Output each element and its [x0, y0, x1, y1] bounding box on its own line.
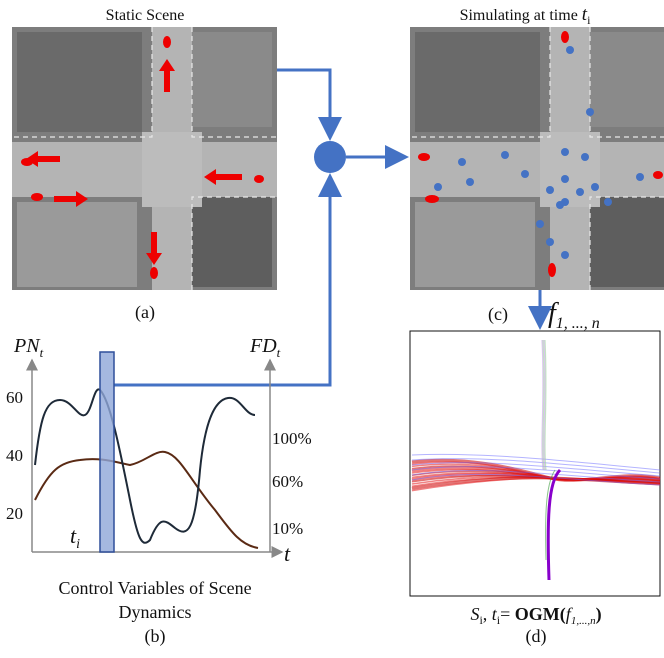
- occupancy-grid-map: [411, 339, 661, 581]
- output-features: f1, ..., n: [548, 298, 600, 332]
- arrow-head: [26, 151, 38, 167]
- simulated-agent: [636, 173, 644, 181]
- agent-source: [418, 153, 430, 161]
- left-tick: 40: [6, 446, 23, 465]
- arrow-head: [204, 169, 216, 185]
- panel-b-caption: Control Variables of Scene Dynamics: [58, 578, 252, 622]
- lane-marking: [12, 27, 277, 290]
- tree-area: [182, 32, 272, 127]
- fd-curve: [34, 450, 259, 549]
- parking-lot: [415, 32, 540, 132]
- trajectory: [543, 339, 546, 471]
- parking-lot: [17, 32, 142, 132]
- agent-source: [425, 195, 439, 203]
- static-scene-image: [12, 27, 277, 290]
- trajectory: [411, 462, 661, 477]
- trajectory: [541, 339, 544, 471]
- trajectory: [411, 466, 661, 480]
- arrow-head: [146, 253, 162, 265]
- trajectory: [546, 468, 562, 581]
- agent-source: [31, 193, 43, 201]
- right-tick: 60%: [272, 472, 303, 491]
- trajectory: [411, 458, 661, 474]
- ogm-formula: Si, ti= OGM(f1,...,n): [470, 604, 601, 627]
- simulated-agent: [536, 220, 544, 228]
- connector: [114, 173, 342, 387]
- panel-b-label: (b): [144, 626, 166, 646]
- right-axis-label: FDt: [249, 335, 281, 360]
- trajectory: [411, 453, 661, 471]
- trajectory: [542, 339, 545, 471]
- panel-a-title: Static Scene: [106, 7, 185, 24]
- left-tick: 20: [6, 504, 23, 523]
- agent-source: [561, 31, 569, 43]
- lane-marking: [410, 27, 664, 290]
- panel-c-label: (c): [488, 304, 508, 325]
- simulated-agent: [586, 108, 594, 116]
- simulated-agent: [561, 251, 569, 259]
- right-tick: 100%: [272, 429, 312, 448]
- right-tick: 10%: [272, 519, 303, 538]
- time-marker-label: ti: [70, 523, 80, 552]
- simulated-agent: [581, 153, 589, 161]
- simulated-agent: [546, 186, 554, 194]
- simulated-agent: [501, 151, 509, 159]
- intersection: [142, 132, 202, 207]
- simulated-agent: [466, 178, 474, 186]
- simulated-agent: [561, 198, 569, 206]
- connector: [277, 68, 342, 141]
- merge-node: [314, 141, 346, 173]
- simulated-agent: [604, 198, 612, 206]
- agent-source: [150, 267, 158, 279]
- left-axis-label: PNt: [13, 335, 44, 360]
- panel-d-label: (d): [526, 626, 547, 647]
- agent-source: [653, 171, 663, 179]
- intersection: [540, 132, 600, 207]
- agent-source: [548, 263, 556, 277]
- simulated-agent: [458, 158, 466, 166]
- simulated-agent: [576, 188, 584, 196]
- panel-c-title: Simulating at time ti: [460, 4, 592, 27]
- trajectory: [411, 473, 661, 486]
- panel-a-label: (a): [135, 302, 155, 323]
- trajectory: [544, 339, 547, 471]
- road: [410, 142, 664, 197]
- simulated-agent: [566, 46, 574, 54]
- trajectory: [411, 470, 661, 483]
- simulated-agent: [561, 175, 569, 183]
- simulated-agent: [546, 238, 554, 246]
- simulated-agent: [434, 183, 442, 191]
- simulated-agent: [591, 183, 599, 191]
- simulated-scene-image: [410, 27, 664, 290]
- arrow-head: [159, 59, 175, 71]
- time-marker: [99, 351, 115, 553]
- simulated-agent: [561, 148, 569, 156]
- left-tick: 60: [6, 388, 23, 407]
- agent-source: [254, 175, 264, 183]
- trajectory: [545, 469, 556, 561]
- pn-curve: [34, 388, 256, 544]
- tree-area: [580, 32, 664, 127]
- building: [415, 202, 535, 287]
- building: [17, 202, 137, 287]
- x-axis-label: t: [284, 541, 291, 566]
- arrow-head: [76, 191, 88, 207]
- building: [177, 192, 272, 287]
- simulated-agent: [521, 170, 529, 178]
- agent-source: [163, 36, 171, 48]
